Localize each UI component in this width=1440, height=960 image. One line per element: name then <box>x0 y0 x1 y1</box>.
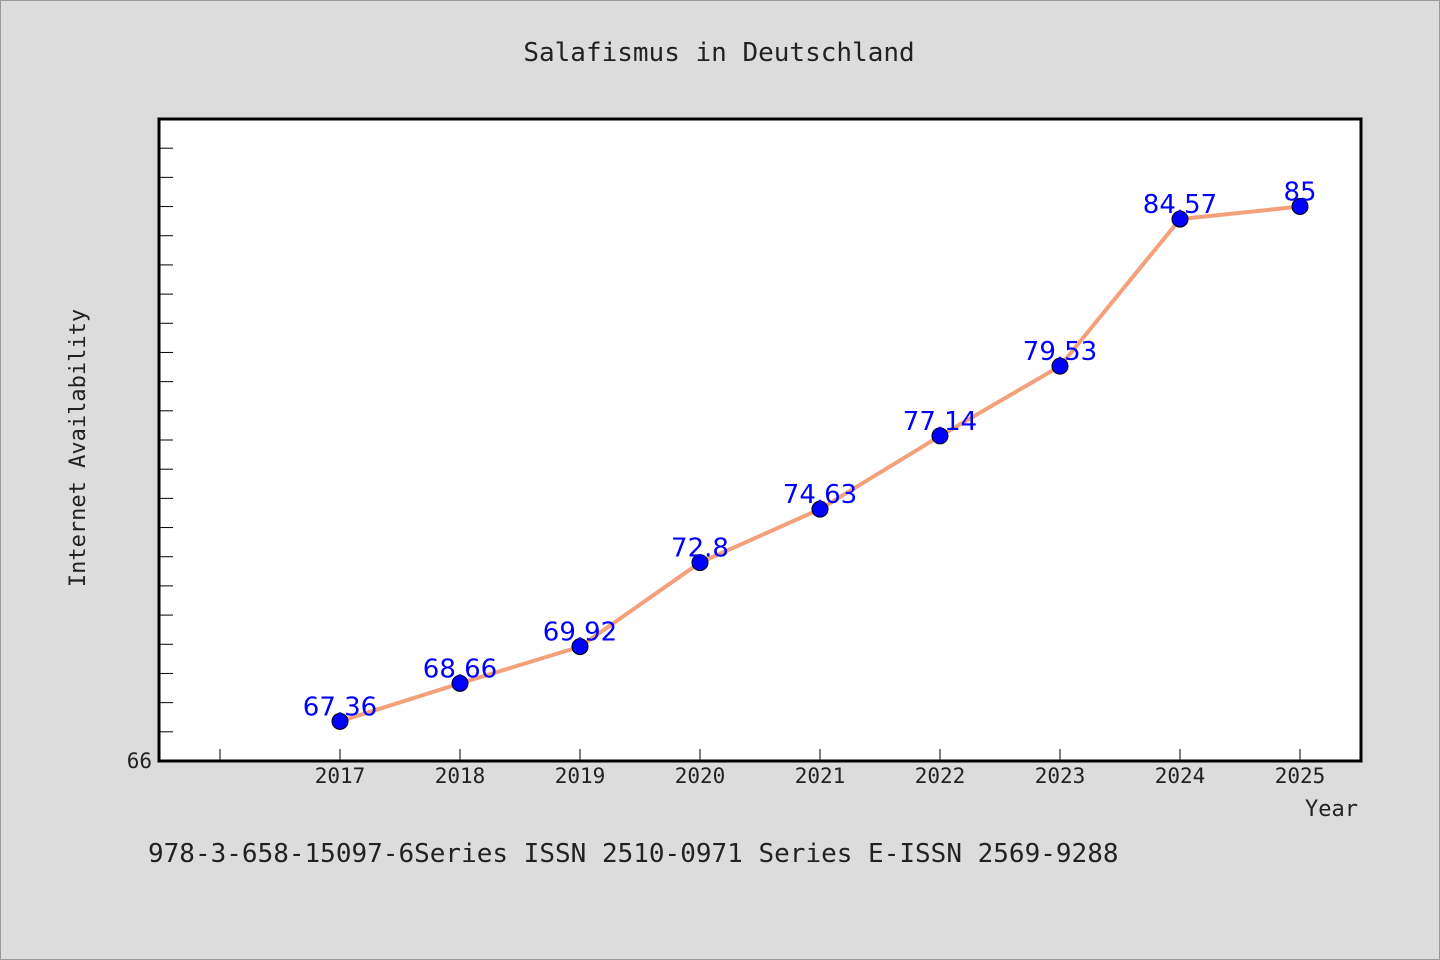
data-point <box>931 427 949 445</box>
data-point <box>451 674 469 692</box>
x-tick-label: 2020 <box>675 764 726 788</box>
x-tick-label: 2019 <box>555 764 606 788</box>
data-label: 85 <box>1283 178 1316 208</box>
chart-title: Salafismus in Deutschland <box>523 38 914 68</box>
data-point <box>1291 198 1309 216</box>
data-label: 79.53 <box>1023 337 1097 367</box>
x-tick-label: 2024 <box>1155 764 1206 788</box>
data-point <box>331 712 349 730</box>
series-layer: 67.36 68.66 69.92 72.8 74.63 77.14 79.53 84.57 8… <box>303 178 1317 730</box>
x-axis: 2017 2018 2019 2020 2021 2022 2023 2024 2025 <box>219 749 1326 788</box>
x-tick-label: 2023 <box>1035 764 1086 788</box>
x-axis-title: Year <box>1305 797 1358 822</box>
y-tick-label: 66 <box>127 749 152 773</box>
data-label: 72.8 <box>671 534 729 564</box>
x-tick-label: 2018 <box>435 764 486 788</box>
x-tick-label: 2025 <box>1275 764 1326 788</box>
y-axis: 66 <box>127 147 173 773</box>
data-point <box>691 554 709 572</box>
data-point <box>1171 210 1189 228</box>
data-point <box>571 638 589 656</box>
data-point <box>1051 357 1069 375</box>
data-label: 68.66 <box>423 654 497 684</box>
plot-area <box>157 117 1363 763</box>
x-tick-label: 2022 <box>915 764 966 788</box>
data-label: 67.36 <box>303 692 377 722</box>
x-tick-label: 2017 <box>315 764 366 788</box>
footer-text: 978-3-658-15097-6Series ISSN 2510-0971 S… <box>148 839 1119 869</box>
data-label: 84.57 <box>1143 190 1217 220</box>
y-axis-title: Internet Availability <box>66 309 91 587</box>
data-label: 77.14 <box>903 407 977 437</box>
data-point <box>811 500 829 518</box>
x-tick-label: 2021 <box>795 764 846 788</box>
data-label: 74.63 <box>783 480 857 510</box>
data-label: 69.92 <box>543 618 617 648</box>
